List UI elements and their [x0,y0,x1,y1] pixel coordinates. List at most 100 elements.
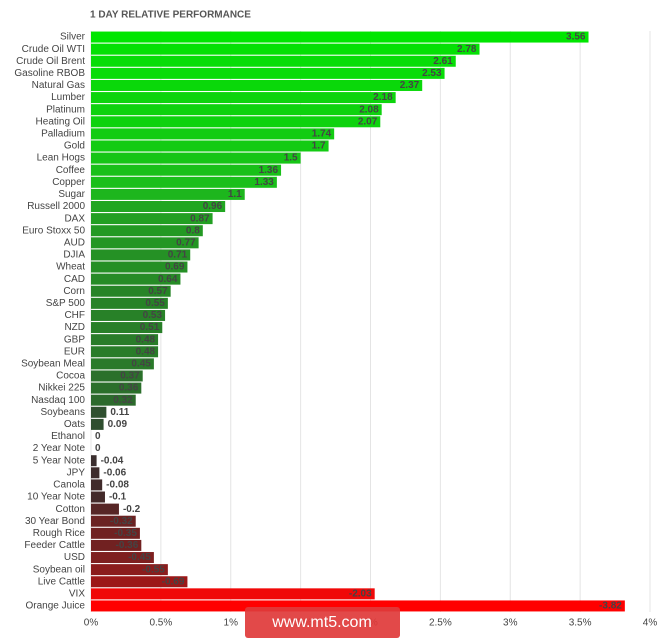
y-tick-label: Copper [52,177,85,188]
value-label: -3.82 [599,601,622,612]
bar [91,406,107,418]
y-tick-label: CAD [64,274,85,285]
bar [91,309,166,321]
y-tick-label: Feeder Cattle [24,540,85,551]
bar [91,455,97,467]
bar [91,188,245,200]
value-label: 2.08 [359,104,379,115]
bar [91,285,171,297]
y-tick-label: Lean Hogs [37,153,85,164]
value-label: 0.48 [136,334,156,345]
value-label: 0.45 [131,359,151,370]
value-label: -0.06 [103,467,126,478]
bar [91,225,203,237]
x-tick-label: 2.5% [429,618,452,629]
bar [91,140,329,152]
bar [91,346,159,358]
y-tick-label: VIX [69,588,85,599]
bar [91,128,335,140]
bar [91,273,181,285]
value-label: 2.37 [400,80,420,91]
y-tick-label: Heating Oil [36,116,85,127]
y-tick-label: Cotton [56,504,85,515]
y-tick-label: Soybean Meal [21,359,85,370]
value-label: 2.18 [373,92,393,103]
value-label: -2.03 [349,588,372,599]
value-label: 0.48 [136,346,156,357]
y-tick-label: 30 Year Bond [25,516,85,527]
y-tick-label: Canola [53,480,85,491]
value-label: 0.09 [108,419,128,430]
value-label: -0.69 [162,576,185,587]
y-tick-label: Gold [64,141,85,152]
value-label: 0.77 [176,237,196,248]
y-tick-label: Natural Gas [32,80,85,91]
y-tick-label: Wheat [56,262,85,273]
y-tick-label: Palladium [41,129,85,140]
bar [91,491,105,503]
y-tick-label: Silver [60,32,86,43]
y-tick-label: Soybean oil [33,564,85,575]
value-label: 0.51 [140,322,160,333]
bar [91,334,159,346]
value-label: 0.69 [165,262,185,273]
bar [91,418,104,430]
bar [91,552,154,564]
x-tick-label: 0% [84,618,99,629]
value-label: 1.1 [228,189,242,200]
bar [91,55,456,67]
y-tick-label: Soybeans [41,407,85,418]
y-tick-label: JPY [67,467,86,478]
bar [91,92,396,104]
value-label: -0.1 [109,492,127,503]
value-label: 2.07 [358,116,378,127]
value-label: -0.08 [106,480,129,491]
bar [91,358,154,370]
value-label: -0.04 [101,455,124,466]
bar [91,213,213,225]
chart-title: 1 DAY RELATIVE PERFORMANCE [90,10,251,21]
bar [91,576,188,588]
bar [91,43,480,55]
bar [91,116,381,128]
bar [91,297,168,309]
y-tick-label: 2 Year Note [33,443,86,454]
y-tick-label: Platinum [46,104,85,115]
value-label: 0.64 [158,274,178,285]
y-tick-label: Nasdaq 100 [31,395,85,406]
bar [91,67,445,79]
value-label: 0.55 [145,298,165,309]
value-label: -0.35 [114,528,137,539]
y-tick-label: Rough Rice [33,528,86,539]
value-label: 0.57 [148,286,168,297]
y-tick-label: Russell 2000 [27,201,85,212]
bar [91,370,143,382]
watermark-box [245,607,400,638]
value-label: 1.5 [284,153,298,164]
value-label: 1.74 [312,129,332,140]
bar [91,564,168,576]
watermark: www.mt5.com [271,614,372,631]
bar [91,249,191,261]
y-tick-label: AUD [64,237,85,248]
y-tick-label: NZD [64,322,85,333]
y-tick-label: DJIA [63,250,85,261]
y-tick-label: Nikkei 225 [38,383,85,394]
bar [91,588,375,600]
y-tick-label: Oats [64,419,85,430]
value-label: 0.37 [120,371,140,382]
value-label: 0.8 [186,225,200,236]
value-label: -0.2 [123,504,141,515]
bar [91,527,140,539]
bar [91,237,199,249]
y-tick-label: GBP [64,334,85,345]
value-label: 0.36 [119,383,139,394]
bar [91,539,142,551]
bar [91,261,188,273]
y-tick-label: CHF [64,310,85,321]
x-tick-label: 1% [224,618,239,629]
value-label: 1.33 [254,177,274,188]
y-tick-label: 5 Year Note [33,455,86,466]
bar [91,600,625,612]
